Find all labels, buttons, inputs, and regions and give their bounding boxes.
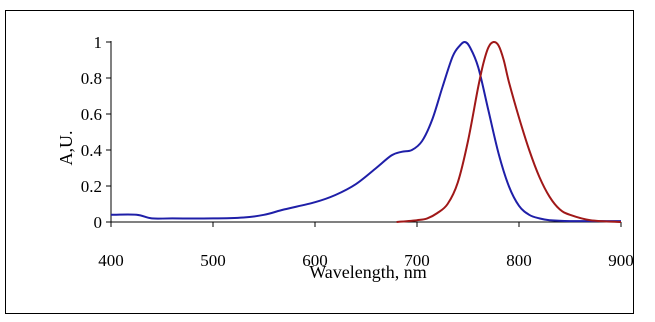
chart-frame	[5, 10, 634, 314]
series-line-1	[110, 40, 622, 223]
x-tick-label: 500	[200, 251, 226, 270]
x-axis-label: Wavelength, nm	[309, 262, 427, 282]
series-line-2	[396, 40, 622, 223]
y-tick-label: 1	[94, 33, 103, 52]
y-tick-label: 0.6	[81, 105, 102, 124]
plot-area	[110, 40, 622, 223]
y-tick-label: 0.8	[81, 69, 102, 88]
x-tick-label: 900	[608, 251, 634, 270]
y-tick-label: 0.4	[81, 141, 103, 160]
y-axis-label: A,U.	[56, 131, 76, 166]
x-tick-label: 800	[506, 251, 532, 270]
y-tick-label: 0.2	[81, 177, 102, 196]
x-tick-label: 700	[404, 251, 430, 270]
x-tick-label: 600	[302, 251, 328, 270]
axes: 0 0.2 0.4 0.6 0.8 1 400 500 600 700 800 900	[81, 33, 634, 270]
x-tick-label: 400	[98, 251, 124, 270]
y-tick-label: 0	[94, 213, 103, 232]
